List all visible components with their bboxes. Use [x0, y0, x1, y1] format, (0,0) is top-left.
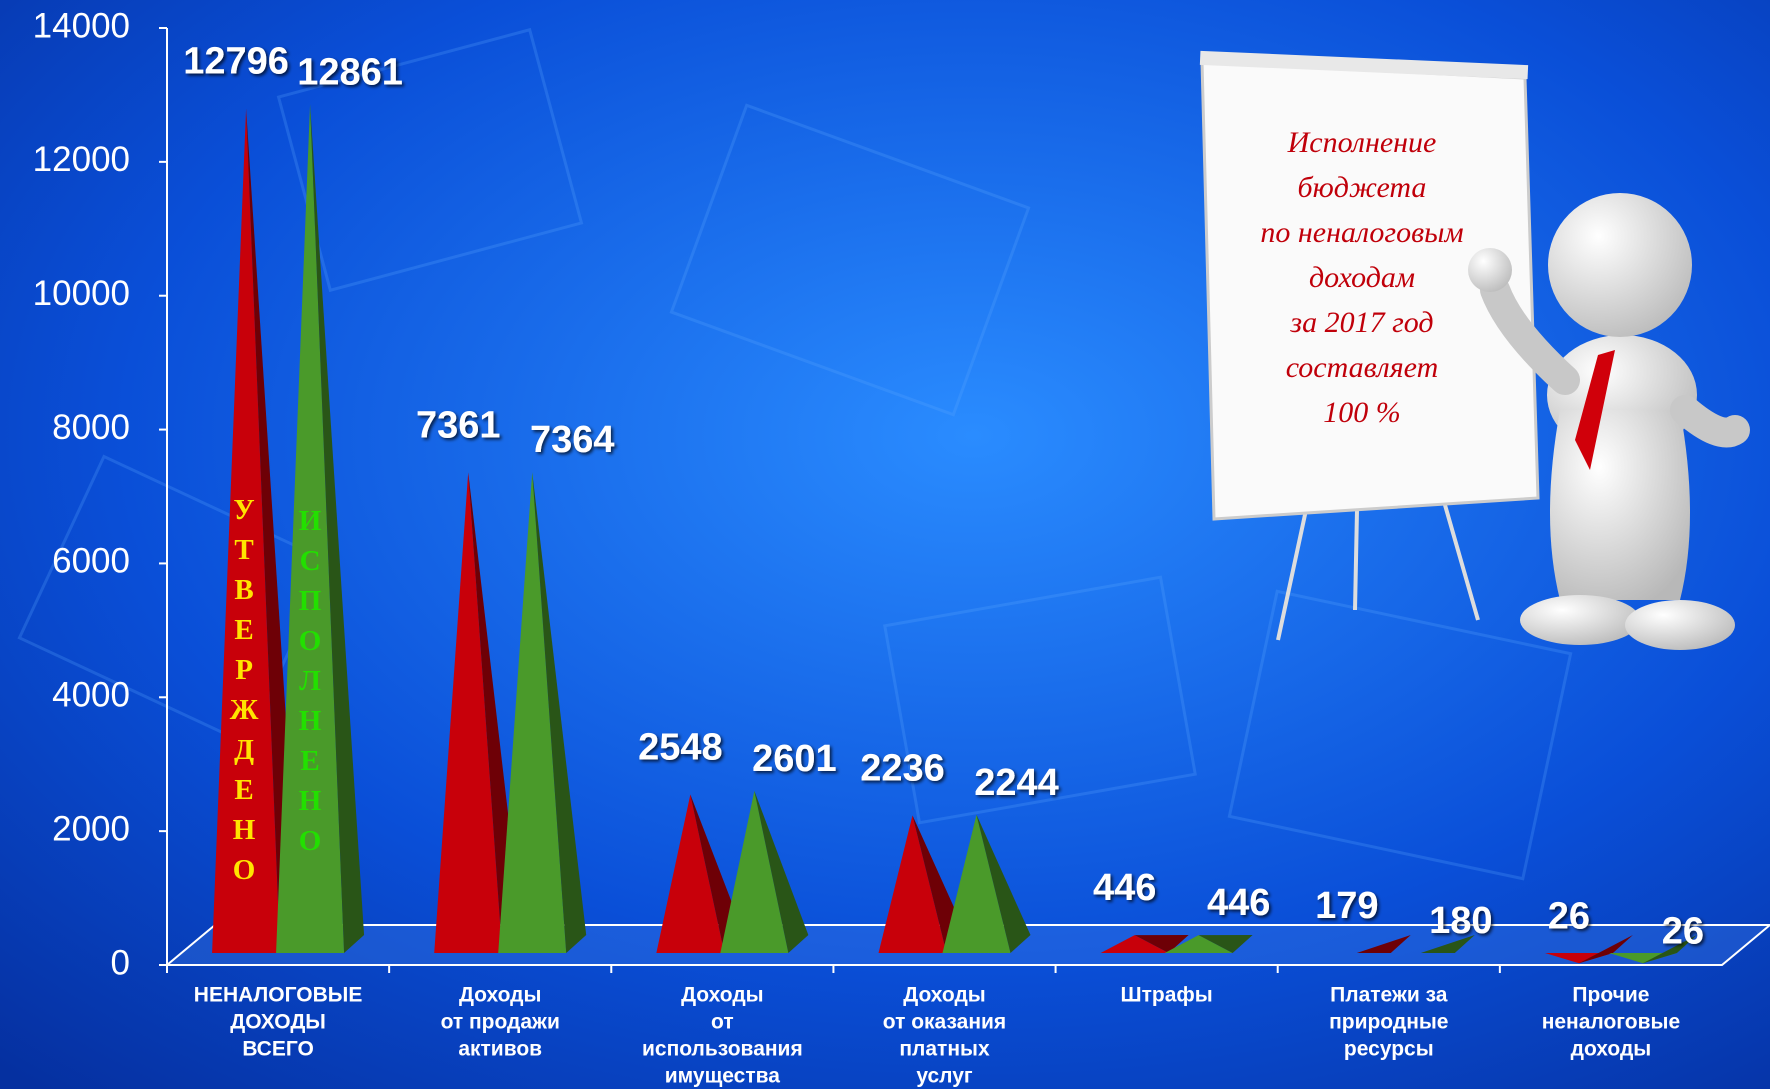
value-label: 2601 [752, 738, 837, 780]
value-label: 180 [1429, 900, 1492, 942]
pyramid-front [720, 790, 789, 953]
x-tick-label: услуг [916, 1065, 973, 1088]
board-text: бюджета [1298, 171, 1427, 204]
x-tick-label: НЕНАЛОГОВЫЕ [194, 984, 363, 1007]
pyramid [942, 814, 1031, 953]
board-text: за 2017 год [1289, 306, 1433, 339]
pyramid-front [1164, 935, 1233, 953]
x-tick-label: ресурсы [1344, 1038, 1434, 1061]
flipchart [1199, 50, 1540, 641]
pyramid-front [276, 104, 345, 954]
pyramid-front [1100, 935, 1169, 953]
value-label: 2236 [860, 747, 945, 789]
x-tick-label: ДОХОДЫ [230, 1011, 326, 1034]
figure [1468, 193, 1750, 650]
board-text: Исполнение [1287, 126, 1437, 159]
pyramid [1322, 935, 1411, 954]
y-tick-label: 12000 [33, 140, 130, 179]
pyramid-side [1578, 935, 1633, 964]
x-tick-label: от продажи [441, 1011, 560, 1034]
x-tick-label: Штрафы [1121, 984, 1213, 1007]
pyramid [276, 104, 365, 954]
pyramid-side [976, 814, 1031, 953]
board-text: составляет [1286, 351, 1439, 384]
x-tick-label: Доходы [903, 984, 986, 1007]
x-tick-label: имущества [665, 1065, 781, 1088]
pyramid [498, 472, 587, 953]
pyramid-front [498, 472, 567, 953]
x-tick-label: Доходы [459, 984, 542, 1007]
pyramid-side [1420, 935, 1475, 953]
pyramid-front [942, 814, 1011, 953]
y-tick-label: 8000 [52, 408, 130, 447]
value-label: 7361 [416, 404, 501, 446]
x-tick-label: платных [899, 1038, 990, 1061]
pyramid-side [1642, 935, 1697, 964]
y-tick-label: 6000 [52, 542, 130, 581]
x-tick-label: Прочие [1572, 984, 1649, 1007]
y-tick-label: 10000 [33, 274, 130, 313]
pyramid [1164, 935, 1253, 953]
value-label: 7364 [530, 419, 615, 461]
value-label: 26 [1662, 910, 1704, 952]
pyramid [1386, 935, 1475, 953]
x-tick-label: неналоговые [1542, 1011, 1680, 1034]
pyramid [1100, 935, 1189, 953]
pyramid-front [878, 815, 947, 953]
pyramid-side [754, 790, 809, 953]
y-tick-label: 4000 [52, 676, 130, 715]
x-tick-label: природные [1329, 1011, 1448, 1034]
pyramid-front [656, 794, 725, 953]
pyramid-side [1356, 935, 1411, 954]
pyramid-side [310, 104, 365, 954]
x-tick-label: Платежи за [1330, 984, 1448, 1007]
pyramid [1544, 935, 1633, 964]
y-tick-label: 14000 [33, 6, 130, 45]
value-label: 12861 [297, 51, 403, 93]
value-label: 12796 [183, 41, 289, 83]
board-text: доходам [1309, 261, 1415, 294]
x-tick-label: ВСЕГО [242, 1038, 314, 1061]
pyramid [1608, 935, 1697, 964]
value-label: 2548 [638, 726, 723, 768]
pyramid-side [1134, 935, 1189, 953]
value-label: 26 [1548, 895, 1590, 937]
x-tick-label: использования [642, 1038, 803, 1061]
x-tick-label: доходы [1571, 1038, 1652, 1061]
board-text: по неналоговым [1260, 216, 1463, 249]
x-tick-label: от оказания [883, 1011, 1006, 1034]
value-label: 2244 [974, 762, 1059, 804]
value-label: 179 [1315, 885, 1378, 927]
pyramid-side [1198, 935, 1253, 953]
y-tick-label: 2000 [52, 809, 130, 848]
x-tick-label: активов [458, 1038, 542, 1061]
pyramid-front [434, 472, 503, 953]
pyramid-side [532, 472, 587, 953]
x-tick-label: Доходы [681, 984, 764, 1007]
board-text: 100 % [1323, 396, 1401, 429]
value-label: 446 [1093, 867, 1156, 909]
pyramid [720, 790, 809, 953]
value-label: 446 [1207, 882, 1270, 924]
y-tick-label: 0 [111, 943, 130, 982]
x-tick-label: от [711, 1011, 734, 1034]
pyramid-front [212, 108, 281, 953]
